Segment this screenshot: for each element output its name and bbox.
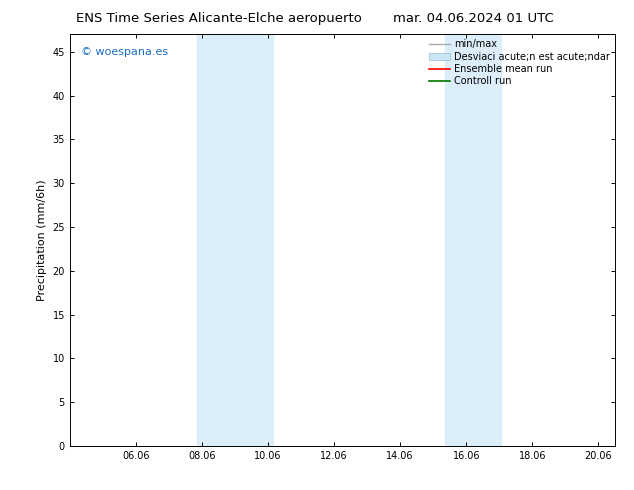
Legend: min/max, Desviaci acute;n est acute;ndar, Ensemble mean run, Controll run: min/max, Desviaci acute;n est acute;ndar… bbox=[427, 37, 612, 88]
Text: ENS Time Series Alicante-Elche aeropuerto: ENS Time Series Alicante-Elche aeropuert… bbox=[76, 12, 362, 25]
Text: mar. 04.06.2024 01 UTC: mar. 04.06.2024 01 UTC bbox=[393, 12, 554, 25]
Bar bbox=[445, 34, 501, 446]
Bar bbox=[197, 34, 273, 446]
Y-axis label: Precipitation (mm/6h): Precipitation (mm/6h) bbox=[37, 179, 47, 301]
Text: © woespana.es: © woespana.es bbox=[81, 47, 168, 57]
